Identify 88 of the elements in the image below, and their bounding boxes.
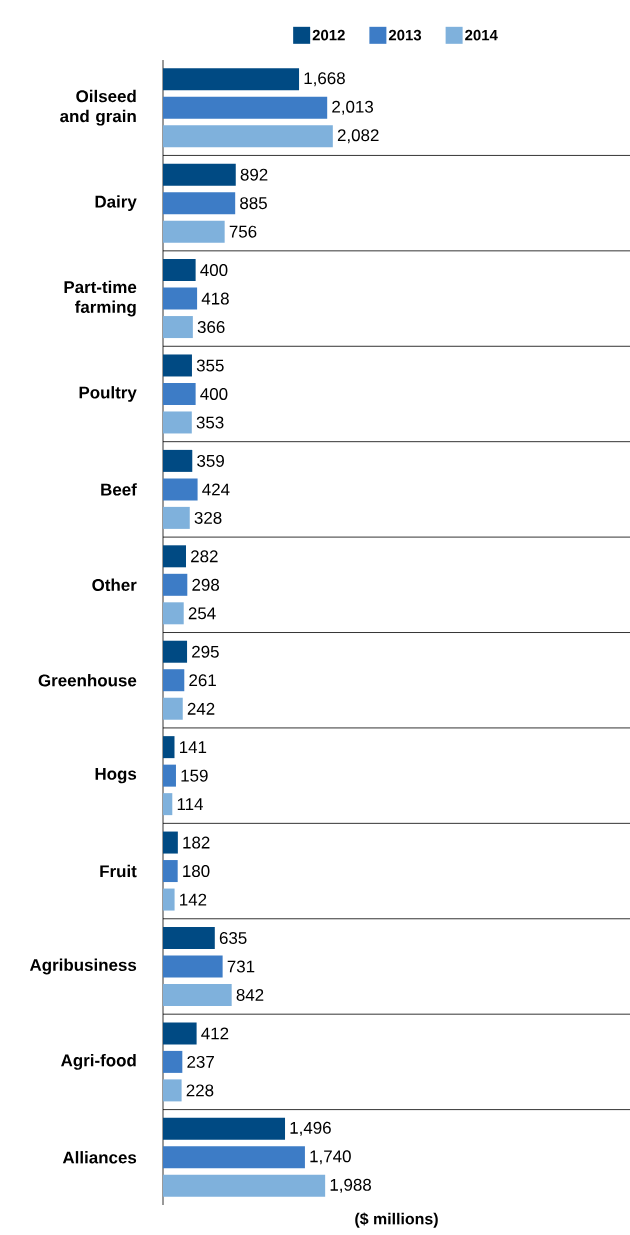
y-tick-label: Dairy (95, 195, 137, 212)
data-label: 1,740 (310, 1150, 351, 1165)
bar (163, 1174, 326, 1197)
y-tick-label: Greenhouse (38, 674, 137, 687)
data-label: 1,496 (290, 1121, 331, 1136)
data-label: 242 (187, 702, 215, 715)
y-tick-label: Beef (101, 483, 137, 496)
data-label: 412 (201, 1027, 229, 1040)
data-label: 366 (197, 321, 225, 334)
bar (163, 736, 175, 759)
legend-label: 2014 (465, 29, 498, 41)
y-tick-label: Agribusiness (29, 958, 137, 975)
bar (163, 163, 236, 186)
y-tick-label: Oilseed and grain (60, 89, 136, 126)
data-label: 731 (227, 960, 255, 973)
data-label: 400 (200, 264, 228, 277)
data-label: 418 (201, 292, 229, 305)
y-tick-label: Agri-food (61, 1053, 136, 1070)
bar (163, 506, 190, 529)
bar (163, 831, 178, 854)
data-label: 328 (194, 511, 222, 524)
data-label: 1,988 (330, 1178, 371, 1193)
bar (163, 793, 173, 816)
data-label: 2,082 (337, 129, 379, 144)
data-label: 141 (180, 741, 207, 753)
data-label: 2,013 (332, 100, 374, 115)
legend-label: 2013 (388, 29, 422, 41)
data-label: 182 (183, 836, 210, 849)
y-tick-label: Fruit (100, 864, 137, 878)
bar (163, 1079, 182, 1102)
bar (163, 860, 178, 883)
bar (163, 68, 300, 91)
bar (163, 1022, 197, 1045)
bar (163, 1146, 305, 1169)
bar (163, 1117, 286, 1140)
y-tick-label: Part-time farming (64, 280, 137, 317)
y-tick-label: Other (92, 578, 137, 592)
bar (163, 259, 196, 282)
data-label: 180 (183, 865, 210, 878)
bar (163, 697, 183, 720)
data-label: 237 (187, 1055, 214, 1068)
data-label: 159 (181, 769, 208, 782)
data-label: 282 (191, 550, 218, 563)
bar (163, 220, 225, 243)
data-label: 355 (196, 359, 224, 372)
y-tick-label: Alliances (62, 1151, 137, 1164)
bar (163, 354, 192, 377)
bar (163, 669, 185, 692)
bar (163, 411, 192, 434)
data-label: 635 (219, 931, 247, 944)
bar (163, 545, 186, 568)
y-tick-label: Hogs (95, 768, 137, 784)
bar (163, 888, 175, 911)
data-label: 400 (200, 387, 228, 400)
data-label: 424 (202, 483, 230, 496)
data-label: 885 (240, 197, 267, 210)
data-label: 114 (177, 798, 203, 810)
bar (163, 640, 188, 663)
bar (163, 96, 328, 119)
data-label: 228 (186, 1084, 214, 1097)
data-label: 353 (196, 416, 224, 429)
y-tick-label: Poultry (79, 386, 137, 402)
bar (163, 926, 215, 949)
bar (163, 478, 198, 501)
data-label: 359 (197, 454, 224, 467)
bar (163, 449, 193, 472)
data-label: 298 (192, 578, 220, 591)
bar (163, 382, 196, 405)
bar (163, 1050, 183, 1073)
data-label: 295 (192, 645, 219, 658)
data-label: 756 (229, 225, 257, 238)
data-label: 254 (188, 607, 216, 620)
data-label: 842 (236, 988, 264, 1001)
data-label: 892 (240, 168, 268, 181)
data-label: 1,668 (304, 72, 345, 87)
bar (163, 602, 184, 625)
data-label: 142 (180, 893, 207, 906)
bar (163, 287, 198, 310)
bar (163, 192, 236, 215)
bar (163, 955, 223, 978)
bar (163, 983, 232, 1006)
bar (163, 573, 188, 596)
bar (163, 764, 176, 787)
bar (163, 316, 193, 339)
bar (163, 125, 333, 148)
data-label: 261 (189, 674, 216, 687)
legend-label: 2012 (312, 29, 345, 41)
x-axis-title: ($ millions) (355, 1212, 438, 1228)
